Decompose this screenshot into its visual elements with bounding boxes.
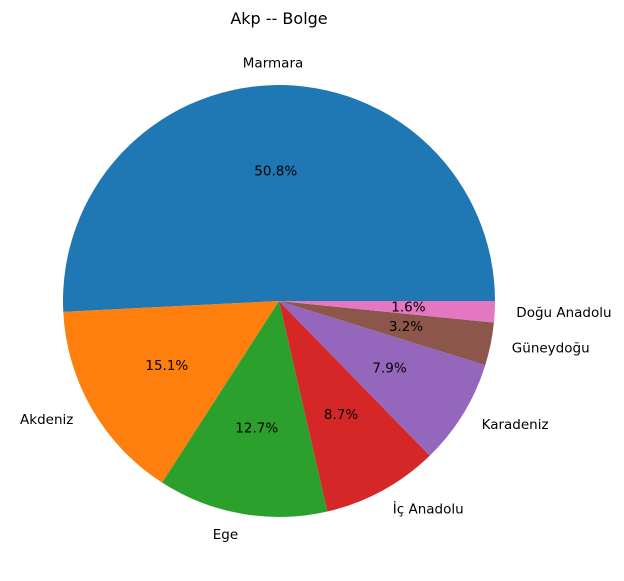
- chart-title: Akp -- Bolge: [230, 9, 327, 28]
- percent-label: 50.8%: [254, 163, 297, 179]
- percent-label: 8.7%: [324, 407, 358, 423]
- percent-label: 1.6%: [391, 300, 425, 316]
- pie-slice-karadeniz: [279, 301, 486, 456]
- category-label: Marmara: [243, 55, 303, 71]
- pie-slice-i-ç-anadolu: [279, 301, 430, 512]
- category-labels: Marmara Akdeniz Ege İç Anadolu Karadeniz Güne…: [20, 55, 612, 543]
- pie-slices: [63, 85, 495, 517]
- percent-labels: 50.8% 15.1% 12.7% 8.7% 7.9% 3.2% 1.6%: [145, 163, 425, 436]
- category-label: Ege: [213, 527, 238, 543]
- pie-slice-marmara: [63, 85, 495, 312]
- category-label: İç Anadolu: [393, 500, 464, 518]
- category-label: Güneydoğu: [512, 340, 590, 356]
- pie-slice-ege: [162, 301, 328, 517]
- pie-slice-güneydoğu: [279, 301, 494, 366]
- percent-label: 7.9%: [372, 361, 406, 377]
- percent-label: 3.2%: [389, 319, 423, 335]
- pie-slice-doğu-anadolu: [279, 301, 495, 323]
- percent-label: 15.1%: [145, 358, 188, 374]
- pie-slice-akdeniz: [63, 301, 279, 483]
- category-label: Karadeniz: [482, 417, 549, 433]
- percent-label: 12.7%: [235, 421, 278, 437]
- category-label: Doğu Anadolu: [516, 305, 611, 321]
- category-label: Akdeniz: [20, 412, 73, 428]
